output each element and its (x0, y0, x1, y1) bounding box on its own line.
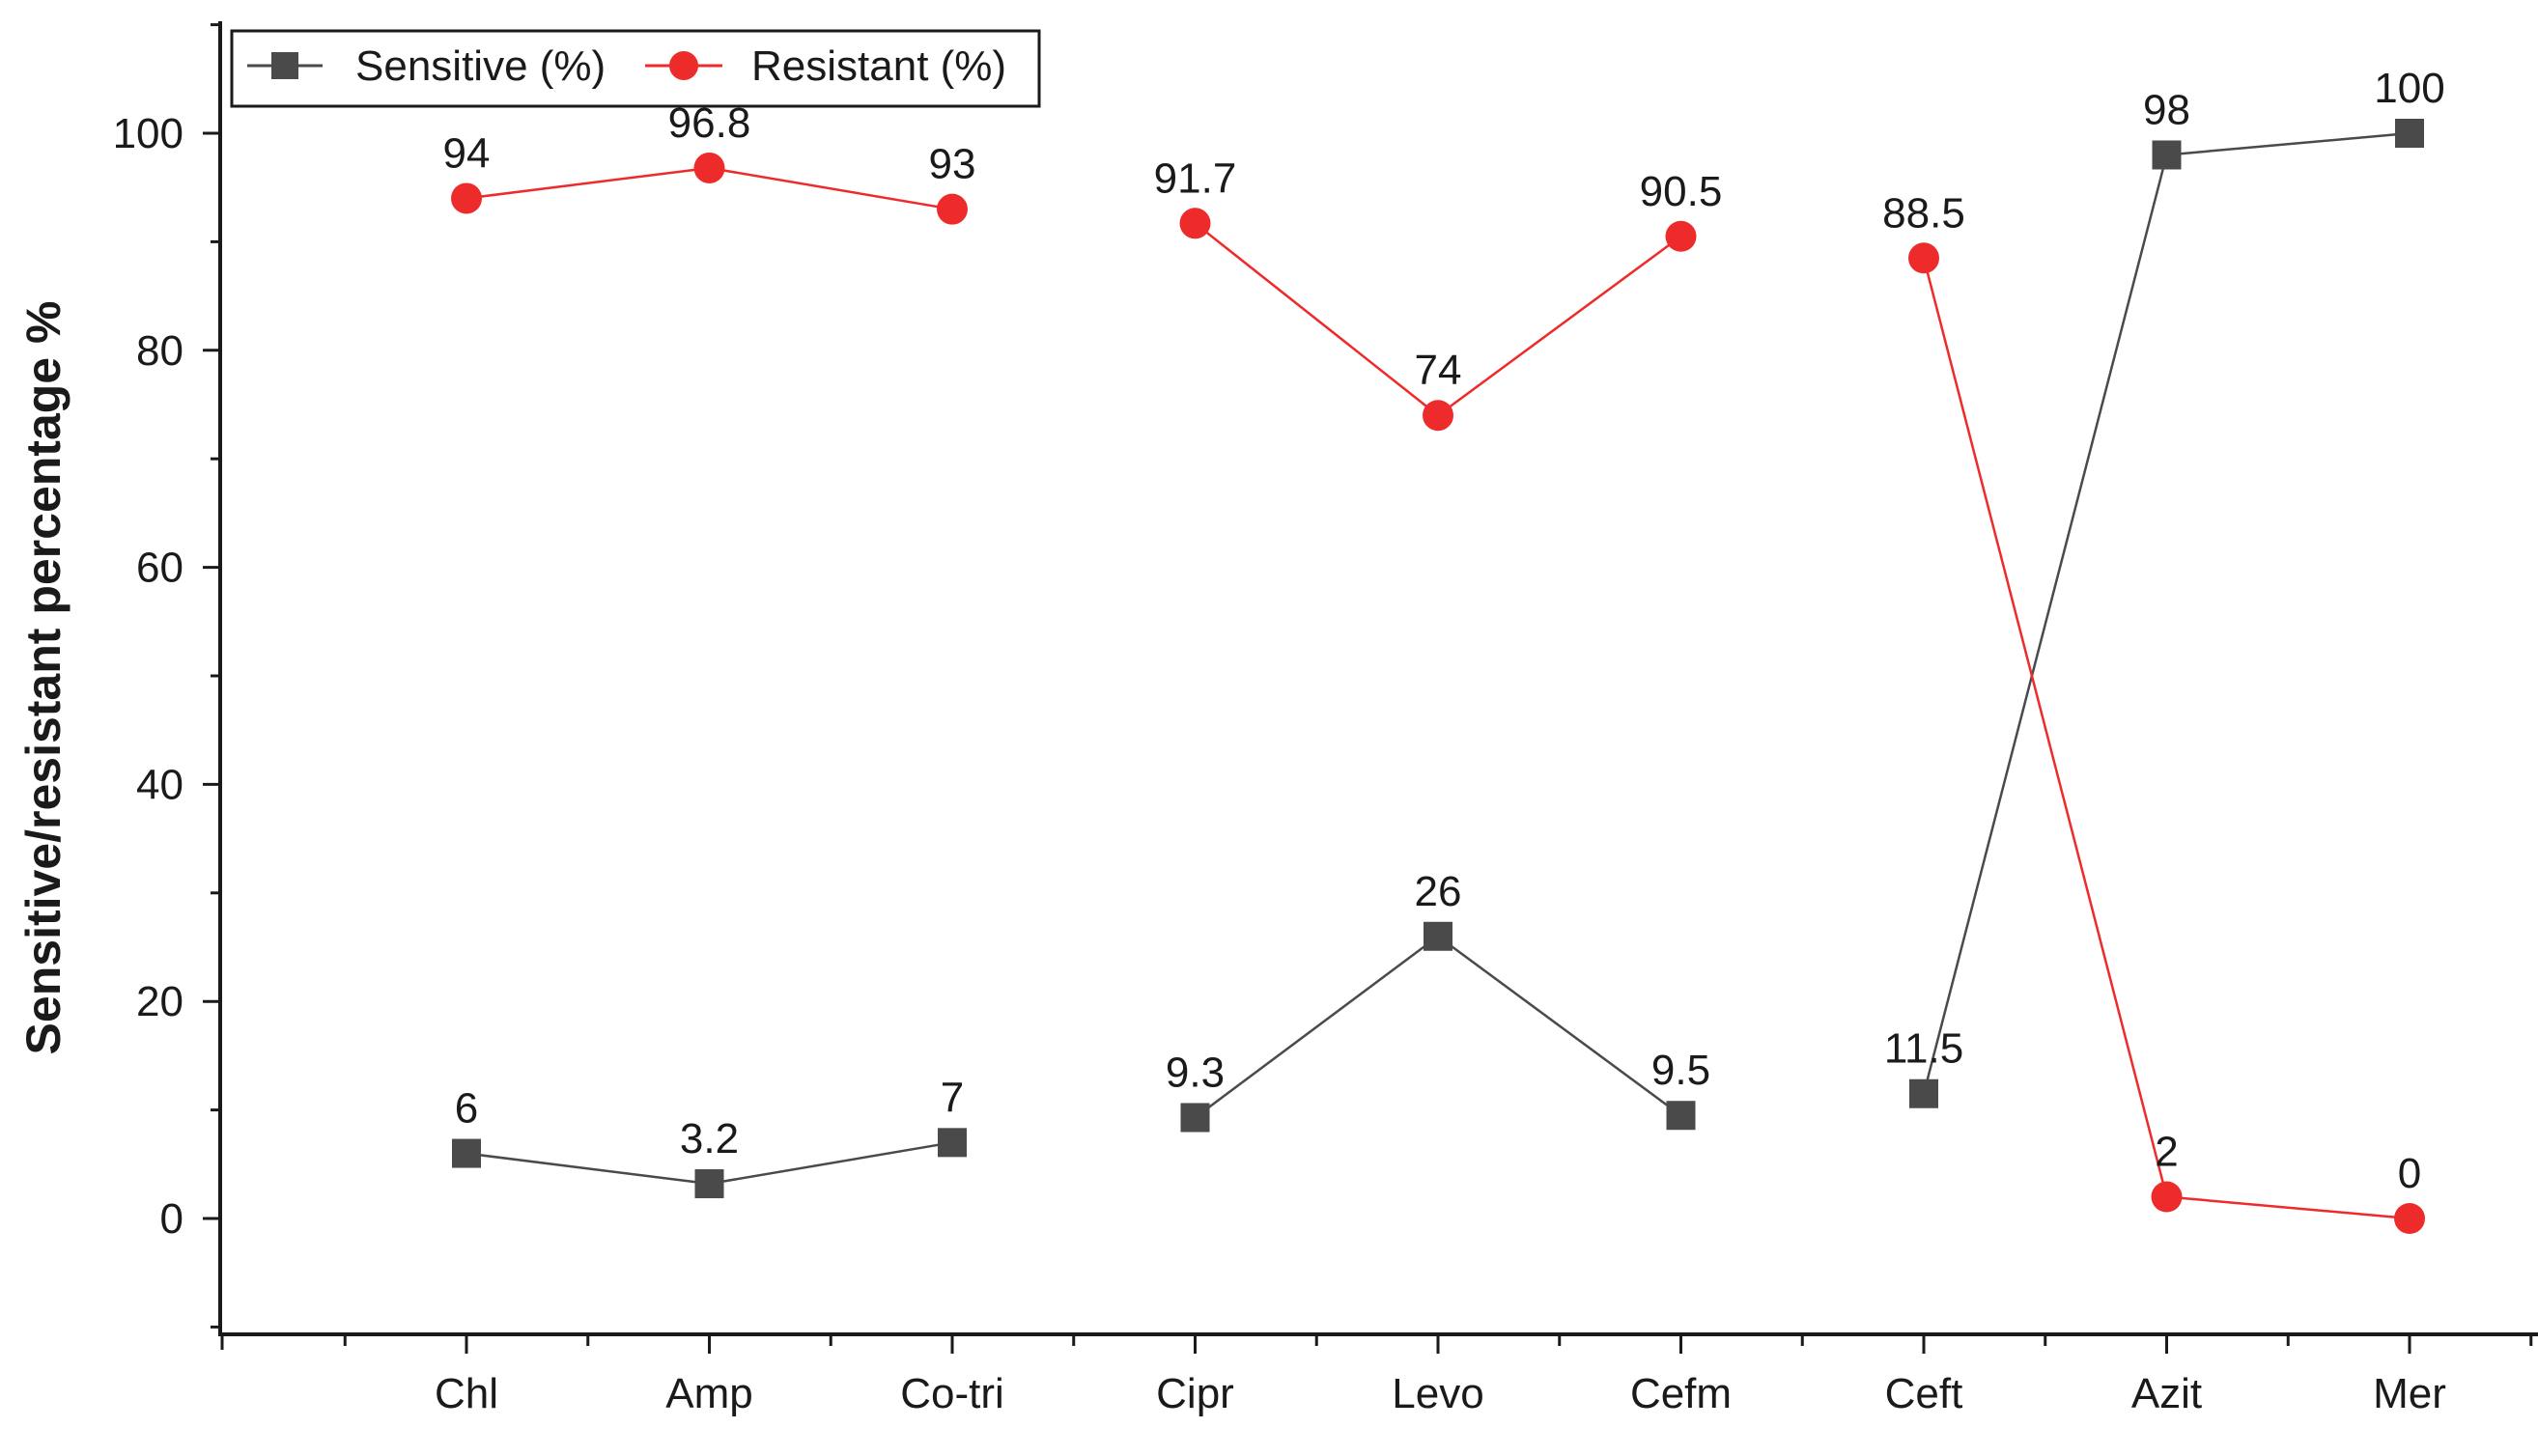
resistant-data-label: 88.5 (1882, 189, 1965, 237)
x-tick-label: Ceft (1885, 1370, 1963, 1417)
series-line-segment (1194, 222, 1439, 417)
resistant-point (1908, 242, 1939, 274)
sensitive-point (1909, 1078, 1938, 1108)
sensitive-point (2152, 140, 2182, 170)
resistant-point (451, 182, 482, 214)
resistant-data-label: 90.5 (1640, 168, 1723, 215)
resistant-point (2394, 1203, 2425, 1234)
legend: Sensitive (%) Resistant (%) (230, 29, 1041, 108)
y-tick-label: 60 (136, 545, 183, 592)
sensitive-point (452, 1138, 481, 1168)
x-tick-label: Cipr (1156, 1370, 1234, 1417)
legend-sensitive-label: Sensitive (%) (355, 42, 606, 90)
x-tick-label: Mer (2373, 1370, 2446, 1417)
sensitive-point (2395, 119, 2424, 148)
x-tick-label: Co-tri (900, 1370, 1004, 1417)
legend-sensitive-marker (271, 52, 298, 79)
resistant-data-label: 74 (1415, 347, 1462, 394)
x-ticks: Chl Amp Co-tri Cipr Levo Cefm Ceft Azit Mer (220, 1334, 2533, 1417)
sensitive-data-label: 11.5 (1884, 1025, 1963, 1073)
series-line-segment (709, 1141, 953, 1186)
sensitive-data-label: 3.2 (680, 1115, 739, 1162)
y-tick-label: 40 (136, 761, 183, 808)
y-ticks: 0 20 40 60 80 100 (113, 23, 220, 1329)
resistant-point (937, 193, 968, 225)
legend-resistant-marker (669, 51, 698, 80)
y-tick-label: 0 (160, 1195, 183, 1243)
series-line-segment (1437, 935, 1682, 1117)
resistant-point (693, 152, 725, 183)
y-tick-label: 20 (136, 978, 183, 1025)
sensitive-data-label: 9.3 (1166, 1049, 1225, 1096)
resistant-point (2151, 1181, 2183, 1213)
x-tick-label: Amp (665, 1370, 752, 1417)
resistant-data-label: 93 (929, 141, 976, 188)
sensitive-point (1666, 1101, 1696, 1131)
sensitive-point (1424, 921, 1452, 951)
series-line-segment (465, 166, 710, 200)
resistant-data-label: 2 (2155, 1129, 2178, 1176)
resistant-point (1665, 220, 1697, 252)
resistant-data-label: 91.7 (1154, 154, 1237, 202)
series-line-segment (1922, 257, 2168, 1197)
series-line-segment (465, 1152, 710, 1186)
series-line-segment (1922, 154, 2168, 1095)
y-tick-label: 80 (136, 327, 183, 375)
series-line-segment (1194, 935, 1439, 1119)
resistant-point (1179, 208, 1211, 239)
series-layer (451, 119, 2425, 1234)
resistant-point (1423, 400, 1453, 432)
sensitive-point (694, 1169, 724, 1199)
sensitive-data-label: 7 (941, 1074, 964, 1121)
legend-box (230, 29, 1041, 108)
series-line-segment (709, 166, 953, 210)
x-tick-label: Azit (2131, 1370, 2202, 1417)
sensitive-data-label: 100 (2374, 65, 2444, 112)
series-line-segment (2166, 1195, 2411, 1220)
y-tick-label: 100 (113, 110, 183, 157)
resistant-data-label: 0 (2398, 1150, 2421, 1197)
series-line-segment (2166, 131, 2411, 156)
sensitive-data-label: 6 (455, 1085, 478, 1133)
sensitive-data-label: 26 (1415, 868, 1462, 915)
sensitive-point (938, 1128, 967, 1158)
x-tick-label: Chl (435, 1370, 498, 1417)
series-line-segment (1437, 235, 1682, 417)
sensitive-data-label: 9.5 (1651, 1047, 1710, 1094)
sensitive-data-label: 98 (2143, 86, 2190, 133)
sensitive-point (1180, 1103, 1210, 1133)
x-tick-label: Levo (1392, 1370, 1483, 1417)
legend-resistant-label: Resistant (%) (751, 42, 1006, 90)
x-tick-label: Cefm (1630, 1370, 1732, 1417)
resistant-data-label: 94 (443, 129, 491, 177)
y-axis-title: Sensitive/resistant percentage % (16, 301, 70, 1055)
